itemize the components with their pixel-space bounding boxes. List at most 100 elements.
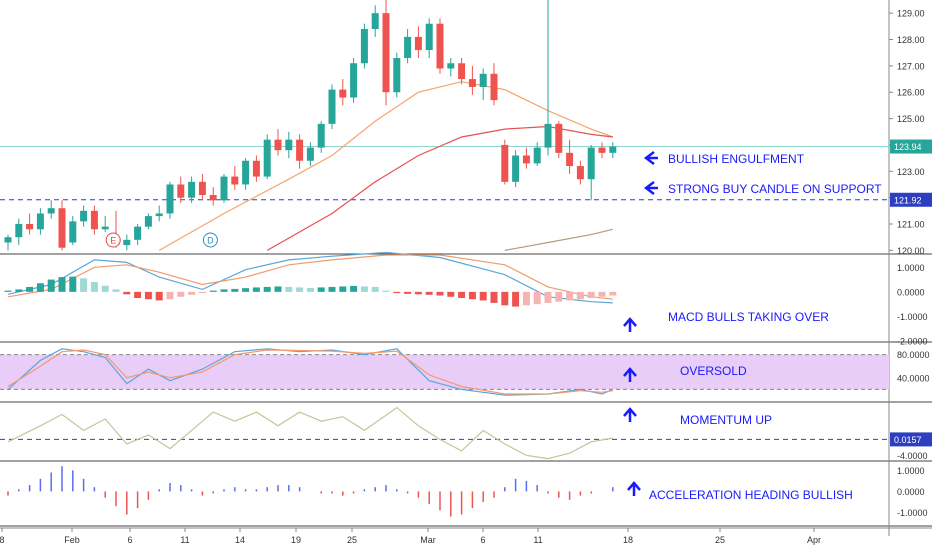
candle	[512, 150, 520, 188]
momentum-line	[7, 406, 613, 460]
candle	[468, 65, 476, 95]
annotation-label: ACCELERATION HEADING BULLISH	[649, 488, 853, 502]
macd-histogram-bar	[512, 291, 520, 307]
candle-body	[555, 123, 563, 153]
price-tick-label: 120.00	[897, 246, 925, 256]
macd-histogram-bar	[166, 291, 174, 300]
candle	[501, 139, 509, 185]
macd-histogram-bar	[144, 291, 152, 300]
candle	[544, 0, 552, 156]
candle-body	[404, 36, 412, 58]
macd-histogram-bar	[360, 286, 368, 292]
candle-body	[15, 224, 23, 238]
candle-body	[263, 139, 271, 177]
price-tick-label: 126.00	[897, 88, 925, 98]
acceleration-tick-label: 1.0000	[897, 466, 925, 476]
candle	[252, 155, 260, 182]
macd-histogram-bar	[544, 291, 552, 303]
macd-histogram-bar	[371, 286, 379, 292]
candle-body	[360, 28, 368, 64]
macd-tick-label: -1.0000	[897, 312, 928, 322]
annotation: MOMENTUM UP	[623, 407, 772, 427]
macd-histogram-bar	[479, 291, 487, 301]
candle	[328, 84, 336, 130]
candle-body	[490, 73, 498, 101]
candle	[609, 142, 617, 159]
candle	[587, 144, 595, 201]
candle	[566, 139, 574, 174]
candle	[231, 166, 239, 190]
last-price-badge	[890, 139, 932, 154]
time-tick-label: 14	[235, 535, 245, 545]
candle-body	[134, 226, 142, 240]
candle-body	[339, 89, 347, 98]
candle-body	[479, 73, 487, 87]
candle	[382, 0, 390, 106]
macd-histogram-bar	[263, 286, 271, 292]
candle-body	[566, 152, 574, 167]
candle-body	[80, 210, 88, 222]
macd-histogram-bar	[414, 291, 422, 295]
candle	[350, 57, 358, 103]
macd-histogram-bar	[47, 279, 55, 292]
macd-histogram-bar	[555, 291, 563, 302]
macd-histogram-bar	[101, 285, 109, 292]
macd-histogram-bar	[425, 291, 433, 295]
indicator-lines	[0, 81, 889, 460]
momentum-value: 0.0157	[894, 435, 922, 445]
macd-histogram-bar	[134, 291, 142, 298]
macd-histogram-bar	[328, 286, 336, 292]
macd-histogram-bar	[404, 291, 412, 294]
candle-body	[123, 239, 131, 246]
macd-histogram-bar	[436, 291, 444, 296]
annotation-label: MOMENTUM UP	[680, 413, 772, 427]
candle-body	[436, 23, 444, 69]
time-tick-label: 11	[533, 535, 542, 545]
candle	[209, 187, 217, 206]
candle-body	[382, 13, 390, 93]
candle	[479, 68, 487, 101]
macd-histogram-bar	[177, 291, 185, 297]
candle	[69, 216, 77, 246]
event-marker-label: E	[110, 236, 116, 246]
candle	[134, 224, 142, 246]
macd-histogram-bar	[458, 291, 466, 298]
candle	[458, 57, 466, 85]
price-tick-label: 127.00	[897, 61, 925, 71]
price-tick-label: 129.00	[897, 9, 925, 19]
candle-body	[101, 226, 109, 230]
macd-histogram-bar	[382, 290, 390, 292]
macd-histogram-bar	[393, 291, 401, 294]
histogram-layer	[4, 276, 617, 517]
acceleration-tick-label: 0.0000	[897, 487, 925, 497]
macd-histogram-bar	[317, 287, 325, 292]
axis-labels: 129.00128.00127.00126.00125.00124.00123.…	[0, 9, 932, 545]
macd-histogram-bar	[609, 291, 617, 296]
macd-histogram-bar	[36, 283, 44, 292]
candle-body	[4, 237, 12, 243]
candle-body	[209, 195, 217, 201]
macd-histogram-bar	[468, 291, 476, 300]
candle-body	[533, 147, 541, 164]
candle-body	[155, 213, 163, 217]
support-value: 121.92	[894, 195, 922, 205]
candle-body	[285, 139, 293, 151]
candle	[533, 142, 541, 167]
candle-body	[274, 139, 282, 151]
candle-body	[609, 146, 617, 153]
candle	[555, 121, 563, 159]
candle	[393, 52, 401, 98]
macd-histogram-bar	[80, 278, 88, 292]
candle	[425, 18, 433, 58]
candle	[4, 234, 12, 251]
macd-line	[7, 251, 613, 304]
macd-histogram-bar	[252, 287, 260, 292]
candle-body	[501, 144, 509, 182]
candle-body	[587, 147, 595, 180]
candle-body	[317, 123, 325, 148]
macd-histogram-bar	[69, 276, 77, 292]
time-tick-label: 11	[180, 535, 189, 545]
time-tick-label: Mar	[420, 535, 436, 545]
